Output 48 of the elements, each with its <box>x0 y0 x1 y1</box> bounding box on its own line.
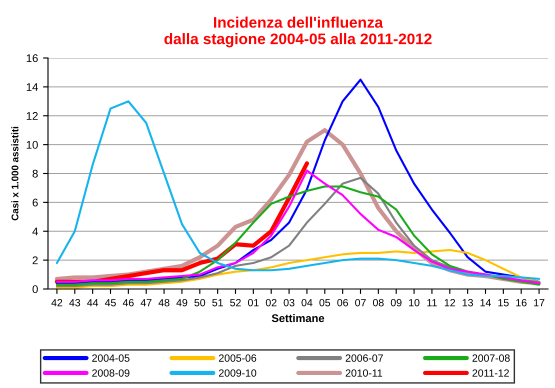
x-tick-label: 48 <box>158 298 170 306</box>
y-tick-label: 8 <box>32 170 38 178</box>
y-tick-label: 10 <box>26 140 38 149</box>
x-tick-label: 14 <box>480 299 491 306</box>
legend-label: 2011-12 <box>472 369 509 377</box>
x-tick-label: 17 <box>534 299 544 306</box>
y-tick-label: 14 <box>26 83 38 91</box>
x-tick-label: 15 <box>498 299 509 306</box>
y-tick-label: 16 <box>26 54 38 62</box>
x-tick-label: 51 <box>212 299 223 306</box>
legend-label: 2008-09 <box>92 369 130 377</box>
x-tick-label: 04 <box>302 298 312 306</box>
x-tick-label: 49 <box>176 298 188 306</box>
x-tick-label: 02 <box>266 298 276 306</box>
x-tick-label: 47 <box>140 299 152 306</box>
x-tick-label: 08 <box>372 298 384 306</box>
x-tick-label: 13 <box>462 298 473 306</box>
x-tick-label: 45 <box>104 299 116 306</box>
x-tick-label: 07 <box>355 298 366 306</box>
legend-label: 2004-05 <box>92 354 130 362</box>
y-tick-label: 2 <box>32 256 38 264</box>
x-tick-label: 46 <box>122 298 134 306</box>
x-tick-label: 52 <box>230 298 241 306</box>
x-tick-label: 10 <box>409 298 420 306</box>
x-tick-label: 05 <box>319 298 330 306</box>
y-tick-label: 6 <box>32 198 38 207</box>
chart-title: Incidenza dell'influenza dalla stagione 2004-05 alla 2011-2012 <box>164 16 432 48</box>
x-tick-label: 50 <box>194 298 206 306</box>
x-tick-label: 44 <box>87 299 98 306</box>
x-axis-title: Settimane <box>272 314 324 322</box>
x-tick-label: 16 <box>516 298 527 306</box>
y-axis-title: Casi x 1.000 assistiti <box>11 126 18 220</box>
x-tick-label: 09 <box>390 298 402 306</box>
legend-label: 2006-07 <box>346 354 383 362</box>
legend-label: 2009-10 <box>218 369 256 377</box>
y-tick-label: 12 <box>26 112 38 120</box>
x-tick-label: 03 <box>284 298 294 306</box>
x-tick-label: 12 <box>444 298 456 306</box>
legend-label: 2007-08 <box>472 354 510 362</box>
y-tick-label: 4 <box>32 228 38 236</box>
x-tick-label: 42 <box>51 298 62 306</box>
legend-label: 2005-06 <box>218 354 256 362</box>
legend-label: 2010-11 <box>346 369 382 377</box>
y-tick-label: 0 <box>32 285 38 294</box>
x-tick-label: 43 <box>69 298 80 306</box>
x-tick-label: 11 <box>427 299 437 306</box>
x-tick-label: 06 <box>337 298 348 306</box>
x-tick-label: 01 <box>248 298 259 306</box>
